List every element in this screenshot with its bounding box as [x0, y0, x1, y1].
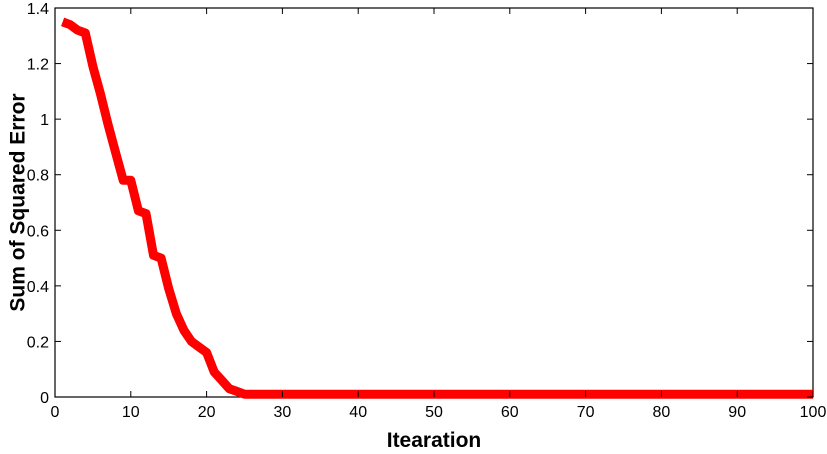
x-tick-label: 60 [501, 404, 519, 421]
y-axis-title: Sum of Squared Error [7, 93, 30, 311]
axes-frame [54, 7, 814, 398]
y-tick-label: 1.2 [27, 57, 49, 74]
x-tick-label: 30 [274, 404, 292, 421]
y-tick-label: 0.8 [27, 168, 49, 185]
series-layer [61, 17, 813, 399]
x-tick-label: 0 [51, 404, 60, 421]
x-tick-label: 10 [122, 404, 140, 421]
y-tick-label: 0.4 [27, 279, 49, 296]
ticks-layer: 0 10 20 30 40 50 60 70 80 90 100 0 0.2 0.4 0.6 0.8 1 1.2 1… [27, 1, 827, 421]
x-tick-label: 70 [577, 404, 595, 421]
x-tick-label: 40 [349, 404, 367, 421]
y-tick-label: 0.6 [27, 223, 49, 240]
x-tick-label: 100 [800, 404, 827, 421]
x-tick-label: 20 [198, 404, 216, 421]
y-tick-label: 1.4 [27, 1, 49, 18]
y-tick-label: 1 [40, 112, 49, 129]
y-tick-label: 0 [40, 390, 49, 407]
plot-area [54, 7, 814, 398]
y-tick-label: 0.2 [27, 334, 49, 351]
x-tick-label: 50 [425, 404, 443, 421]
x-axis-title: Itearation [387, 429, 482, 452]
series-line-0 [61, 17, 813, 399]
x-tick-label: 90 [728, 404, 746, 421]
x-tick-label: 80 [653, 404, 671, 421]
